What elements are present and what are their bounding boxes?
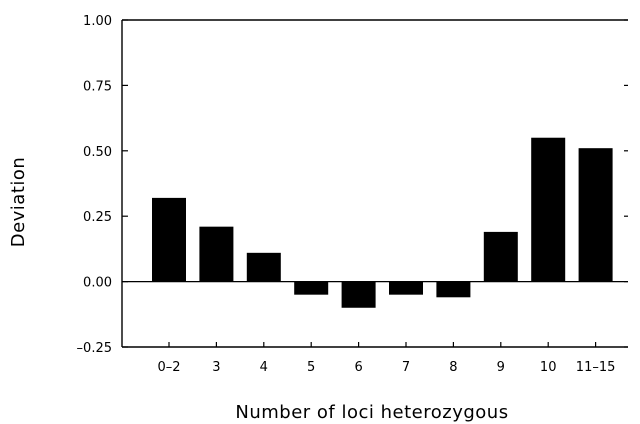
bar [531,137,566,282]
bar [578,148,613,282]
x-tick-labels: 0–2 3 4 5 6 7 8 9 10 11–15 [157,360,615,375]
y-tick-labels: –0.25 0.00 0.25 0.50 0.75 1.00 [77,14,112,356]
bar [389,281,423,295]
y-tick-label: 1.00 [83,14,112,29]
bars [152,137,613,308]
bar [152,197,186,282]
x-tick-label: 3 [212,360,220,375]
bar [483,231,518,282]
y-tick-label: 0.75 [83,79,112,94]
x-tick-label: 5 [307,360,315,375]
y-tick-label: 0.25 [83,210,112,225]
x-tick-label: 0–2 [157,360,180,375]
x-axis-title: Number of loci heterozygous [235,402,508,423]
y-tick-label: 0.50 [83,145,112,160]
x-tick-label: 8 [449,360,457,375]
x-tick-label: 6 [354,360,362,375]
y-axis-title: Deviation [8,157,29,248]
bar [436,281,471,298]
x-tick-label: 10 [540,360,557,375]
x-tick-label: 4 [260,360,268,375]
x-tick-label: 11–15 [576,360,616,375]
y-tick-label: 0.00 [83,276,112,291]
bar [246,252,281,282]
x-tick-label: 9 [497,360,505,375]
x-tick-label: 7 [402,360,410,375]
bar [341,281,376,308]
y-tick-label: –0.25 [77,341,112,356]
bar [294,281,329,295]
bar [199,226,234,282]
